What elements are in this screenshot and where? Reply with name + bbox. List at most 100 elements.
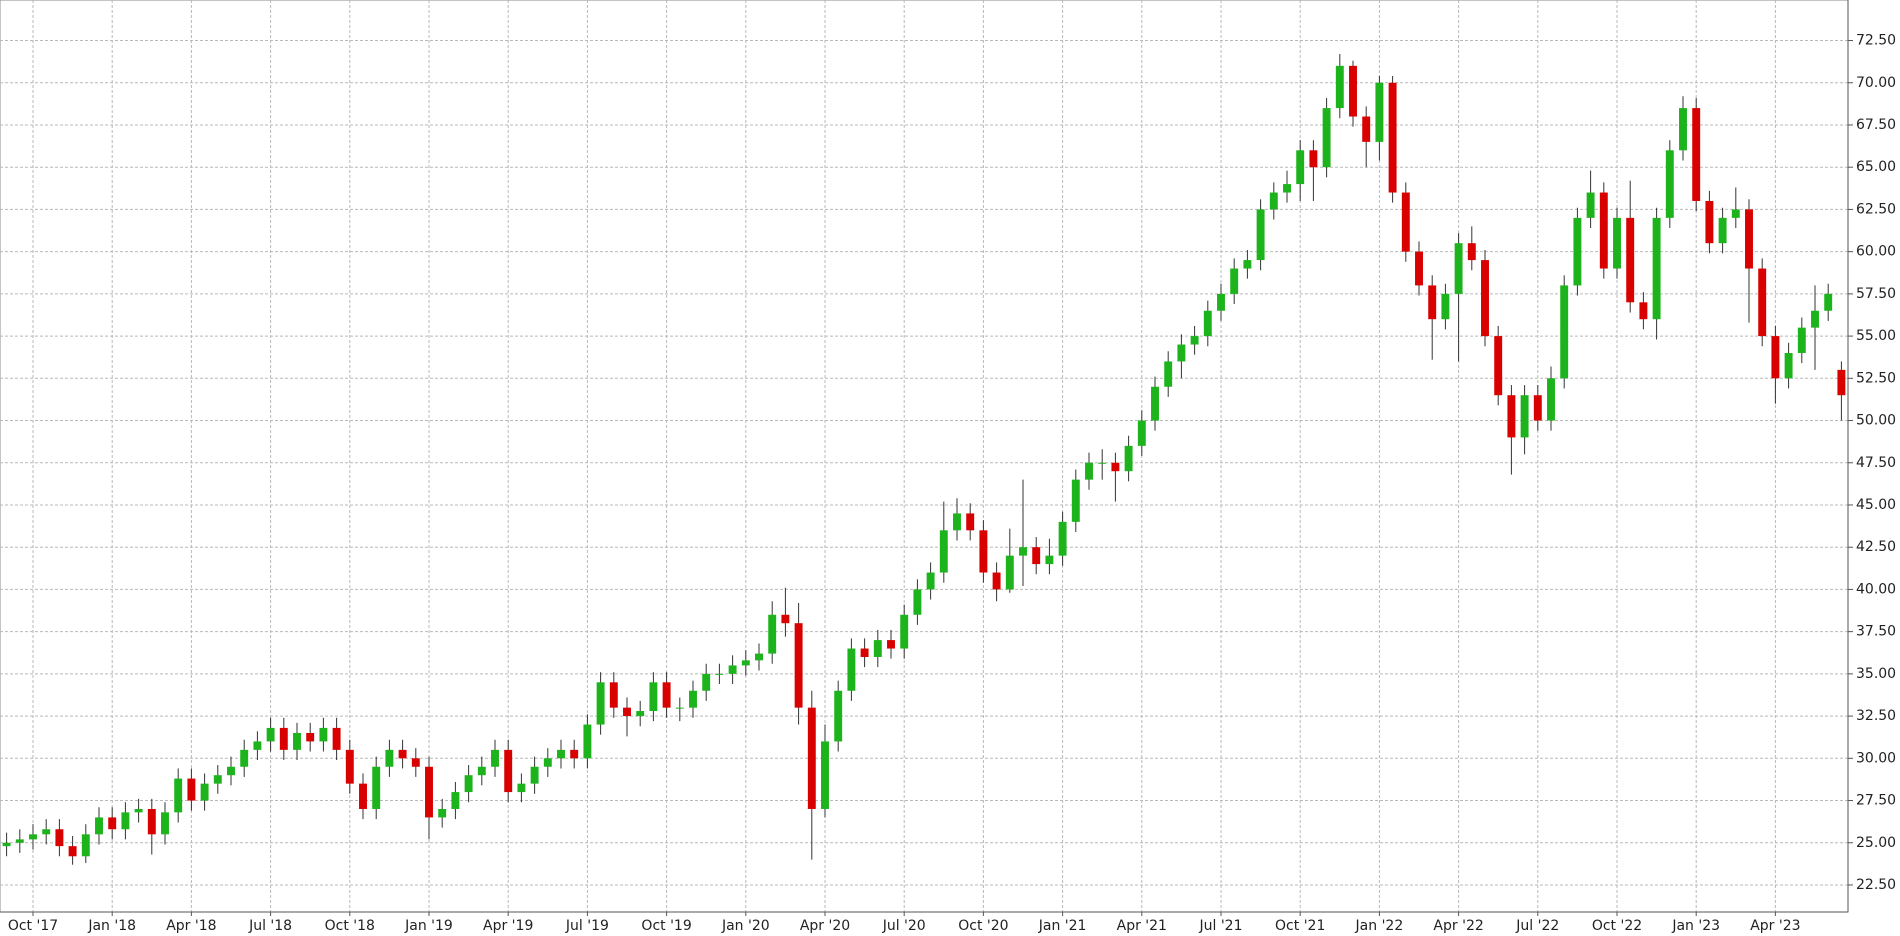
candle-body [543, 758, 552, 767]
x-tick-label: Jan '23 [1671, 918, 1720, 934]
candle-body [1230, 268, 1239, 294]
candle-body [1388, 82, 1397, 193]
candle-body [464, 775, 473, 793]
candle-body [95, 817, 103, 835]
x-tick-label: Jan '20 [721, 918, 770, 934]
candle-body [1322, 108, 1331, 168]
candle-body [200, 783, 209, 801]
candle-body [1283, 184, 1291, 193]
candle-body [781, 614, 790, 624]
candle-body [2, 842, 11, 847]
candle-body [1362, 116, 1371, 142]
candle-body [1098, 462, 1107, 464]
candle-body [570, 749, 579, 759]
candle-body [121, 812, 130, 830]
candle-body [1217, 293, 1225, 311]
y-tick-label: 40.00 [1856, 581, 1896, 597]
y-tick-label: 42.50 [1856, 539, 1896, 555]
y-tick-label: 27.50 [1856, 793, 1896, 809]
candle-body [477, 766, 486, 776]
candle-body [174, 778, 183, 813]
candle-body [860, 648, 869, 657]
x-tick-label: Apr '18 [166, 918, 216, 934]
candle-body [1243, 260, 1252, 269]
candle-body [240, 749, 249, 767]
x-tick-label: Jan '19 [404, 918, 453, 934]
candle-body [807, 707, 816, 809]
candle-body [1837, 369, 1846, 396]
candle-body [1507, 395, 1516, 438]
candle-body [755, 653, 763, 661]
candle-body [689, 690, 697, 708]
y-tick-label: 67.50 [1856, 117, 1896, 133]
candle-body [161, 812, 169, 835]
candle-body [517, 783, 526, 793]
candle-body [504, 749, 513, 793]
x-tick-label: Apr '21 [1117, 918, 1167, 934]
candle-body [1784, 352, 1793, 379]
candle-body [1190, 336, 1199, 345]
candle-body [1692, 108, 1701, 201]
candle-body [81, 834, 90, 857]
candle-body [227, 766, 235, 776]
candle-body [794, 623, 803, 708]
candle-body [1520, 395, 1529, 438]
candle-body [992, 572, 1001, 590]
candle-body [1705, 200, 1714, 244]
candle-body [1665, 150, 1674, 218]
candle-body [873, 640, 882, 657]
candle-body [55, 829, 64, 847]
y-tick-label: 22.50 [1856, 877, 1896, 893]
candle-body [1679, 108, 1687, 151]
candle-body [1256, 209, 1265, 261]
x-tick-label: Oct '18 [325, 918, 375, 934]
x-tick-label: Jan '22 [1355, 918, 1404, 934]
y-tick-label: 37.50 [1856, 624, 1896, 640]
candle-body [953, 513, 961, 531]
candle-body [609, 682, 618, 708]
candle-body [411, 758, 420, 767]
y-tick-label: 47.50 [1856, 455, 1896, 471]
candle-body [913, 589, 922, 615]
candle-body [68, 846, 77, 857]
y-tick-label: 30.00 [1856, 750, 1896, 766]
candle-body [1599, 192, 1608, 269]
candle-body [1467, 243, 1476, 261]
y-tick-label: 62.50 [1856, 201, 1896, 217]
candle-body [1613, 217, 1621, 269]
candle-body [649, 682, 658, 712]
candle-body [636, 711, 645, 717]
candle-body [583, 724, 592, 759]
candle-body [1296, 150, 1305, 185]
candle-body [1745, 209, 1753, 269]
candle-body [293, 732, 301, 750]
x-tick-label: Jul '20 [882, 918, 926, 934]
candle-body [1019, 547, 1027, 556]
x-tick-label: Oct '21 [1275, 918, 1325, 934]
candle-body [438, 808, 447, 818]
x-tick-label: Oct '22 [1592, 918, 1642, 934]
candle-body [557, 749, 565, 759]
candle-body [372, 766, 381, 809]
x-tick-label: Jul '19 [565, 918, 609, 934]
candle-body [1203, 310, 1212, 337]
candle-body [675, 707, 684, 709]
x-tick-label: Jul '22 [1515, 918, 1559, 934]
candle-body [847, 648, 856, 691]
candle-body [596, 682, 605, 725]
candle-body [187, 778, 196, 801]
candle-body [1771, 336, 1780, 379]
x-tick-label: Apr '19 [483, 918, 533, 934]
candle-body [1811, 310, 1819, 328]
candle-body [821, 741, 829, 809]
candle-body [1626, 217, 1635, 303]
candle-body [108, 817, 117, 830]
candle-body [1005, 555, 1014, 590]
candle-body [1586, 192, 1595, 218]
candle-body [345, 749, 354, 784]
candle-body [662, 682, 671, 708]
candle-body [1454, 243, 1463, 294]
candle-body [1071, 479, 1080, 522]
candle-body [1151, 386, 1159, 421]
candle-body [768, 614, 777, 654]
